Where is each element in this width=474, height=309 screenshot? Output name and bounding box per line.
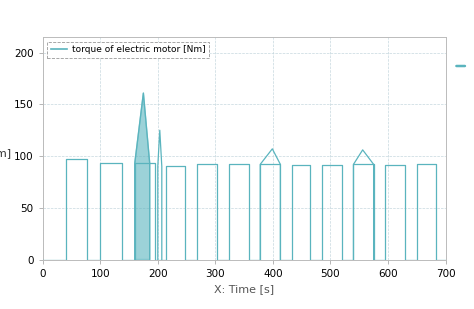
Legend: torque of electric motor [Nm]: torque of electric motor [Nm] xyxy=(47,42,209,58)
Y-axis label: [Nm]: [Nm] xyxy=(0,148,11,158)
X-axis label: X: Time [s]: X: Time [s] xyxy=(214,284,274,294)
Polygon shape xyxy=(135,93,150,260)
